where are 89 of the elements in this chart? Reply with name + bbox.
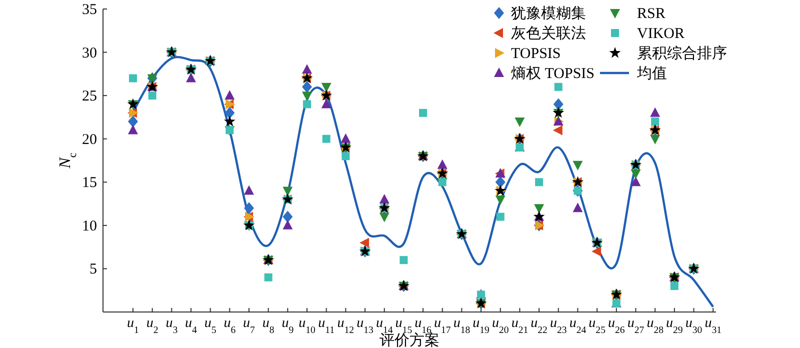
x-tick-label: u$_{13}$: [356, 316, 374, 336]
point: [592, 246, 602, 256]
point: [651, 118, 660, 126]
x-tick-label: u$_{6}$: [224, 316, 236, 336]
x-tick-label: u$_{26}$: [608, 316, 625, 336]
x-tick-label: u$_{7}$: [243, 316, 256, 336]
x-tick-label: u$_{31}$: [704, 316, 722, 336]
point: [514, 118, 525, 128]
point: [224, 90, 235, 100]
point: [495, 176, 506, 188]
point: [572, 202, 583, 212]
point: [342, 152, 350, 160]
legend-label: 犹豫模糊集: [511, 5, 586, 22]
legend-label: 熵权 TOPSIS: [511, 65, 594, 82]
x-tick-label: u$_{18}$: [453, 316, 470, 336]
point: [282, 220, 293, 230]
point: [379, 194, 390, 204]
legend-label: TOPSIS: [511, 46, 561, 62]
point: [282, 210, 293, 223]
x-tick-label: u$_{19}$: [472, 316, 490, 336]
point: [302, 92, 312, 102]
x-tick-label: u$_{29}$: [666, 316, 683, 336]
point: [400, 256, 408, 264]
point: [650, 107, 660, 117]
legend-label: 累积综合排序: [637, 45, 727, 62]
point: [224, 116, 236, 126]
point: [419, 108, 428, 117]
x-tick-label: u$_{1}$: [127, 316, 140, 336]
point: [630, 169, 641, 179]
point: [244, 185, 254, 195]
point: [128, 124, 138, 134]
y-tick-label: 15: [82, 175, 97, 192]
legend-label: VIKOR: [637, 26, 684, 42]
point: [282, 186, 293, 196]
point: [128, 74, 137, 82]
x-tick-label: u$_{23}$: [550, 316, 567, 336]
y-tick-label: 20: [82, 132, 97, 148]
x-tick-label: u$_{5}$: [204, 316, 216, 336]
point: [321, 82, 332, 92]
point: [322, 134, 330, 143]
legend-label: RSR: [637, 6, 666, 22]
point: [496, 212, 504, 221]
x-tick-label: u$_{21}$: [511, 316, 528, 336]
point: [321, 98, 332, 108]
x-tick-label: u$_{11}$: [318, 316, 335, 336]
point: [264, 273, 272, 282]
point: [360, 238, 370, 248]
x-tick-label: u$_{22}$: [530, 316, 548, 336]
y-tick-label: 30: [82, 45, 97, 62]
legend-label: 灰色关联法: [511, 25, 586, 42]
y-tick-label: 10: [82, 218, 97, 234]
point: [553, 98, 564, 110]
point: [650, 134, 660, 144]
x-tick-label: u$_{20}$: [492, 316, 509, 336]
point: [224, 106, 235, 119]
legend-label: 均值: [636, 65, 667, 82]
point: [572, 160, 583, 170]
point: [128, 116, 138, 128]
point: [244, 202, 254, 214]
point: [534, 204, 544, 214]
point: [552, 125, 562, 136]
x-tick-label: u$_{9}$: [282, 316, 294, 336]
x-tick-label: u$_{10}$: [298, 316, 316, 336]
x-tick-label: u$_{30}$: [685, 316, 702, 336]
point: [148, 92, 156, 100]
point: [303, 100, 312, 108]
point: [340, 133, 351, 143]
point: [554, 82, 562, 91]
point: [630, 176, 641, 186]
point: [437, 159, 448, 169]
point: [302, 80, 312, 93]
x-tick-label: u$_{27}$: [627, 316, 644, 336]
x-tick-label: u$_{25}$: [588, 316, 606, 336]
point: [379, 212, 390, 222]
x-tick-label: u$_{3}$: [166, 316, 178, 336]
point: [186, 72, 196, 82]
x-tick-label: u$_{4}$: [185, 316, 198, 336]
point: [670, 282, 678, 290]
y-tick-label: 5: [90, 262, 97, 278]
point: [495, 195, 506, 205]
point: [535, 178, 544, 186]
point: [302, 64, 312, 74]
x-tick-label: u$_{2}$: [146, 316, 158, 336]
y-tick-label: 25: [82, 88, 97, 105]
x-tick-label: u$_{8}$: [262, 316, 274, 336]
x-tick-label: u$_{24}$: [569, 316, 586, 336]
x-tick-label: u$_{28}$: [646, 316, 664, 336]
y-tick-label: 35: [82, 2, 97, 18]
x-tick-label: u$_{12}$: [337, 316, 354, 336]
